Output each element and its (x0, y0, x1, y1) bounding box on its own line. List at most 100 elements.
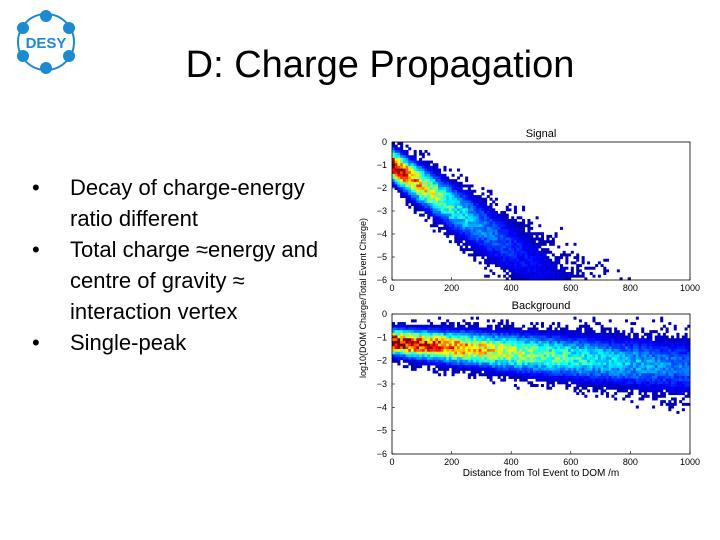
heatmap-cell (530, 362, 534, 366)
heatmap-cell (492, 335, 496, 339)
heatmap-cell (489, 234, 493, 238)
heatmap-cell (611, 359, 615, 363)
heatmap-cell (500, 245, 504, 249)
heatmap-cell (676, 359, 680, 363)
heatmap-cell (527, 274, 531, 278)
heatmap-cell (684, 394, 688, 398)
heatmap-cell (486, 367, 490, 371)
heatmap-cell (457, 168, 461, 172)
heatmap-cell (565, 346, 569, 350)
heatmap-cell (489, 346, 493, 350)
heatmap-cell (687, 394, 691, 398)
heatmap-cell (546, 365, 550, 369)
heatmap-cell (451, 322, 455, 326)
heatmap-cell (592, 370, 596, 374)
heatmap-cell (462, 224, 466, 228)
heatmap-cell (516, 386, 520, 390)
heatmap-cell (511, 332, 515, 336)
heatmap-cell (402, 184, 406, 188)
heatmap-cell (505, 322, 509, 326)
heatmap-cell (408, 338, 412, 342)
heatmap-cell (440, 213, 444, 217)
heatmap-cell (592, 338, 596, 342)
heatmap-cell (446, 338, 450, 342)
heatmap-cell (597, 373, 601, 377)
heatmap-cell (538, 354, 542, 358)
heatmap-cell (616, 343, 620, 347)
heatmap-cell (446, 357, 450, 361)
heatmap-cell (538, 378, 542, 382)
heatmap-cell (516, 250, 520, 254)
heatmap-cell (654, 351, 658, 355)
heatmap-cell (676, 392, 680, 396)
heatmap-cell (505, 253, 509, 257)
heatmap-cell (500, 242, 504, 246)
heatmap-cell (459, 226, 463, 230)
heatmap-cell (671, 338, 675, 342)
heatmap-cell (419, 157, 423, 161)
heatmap-cell (673, 378, 677, 382)
heatmap-cell (410, 187, 414, 191)
heatmap-cell (608, 351, 612, 355)
heatmap-cell (649, 351, 653, 355)
heatmap-cell (443, 213, 447, 217)
heatmap-cell (443, 192, 447, 196)
heatmap-cell (630, 338, 634, 342)
heatmap-cell (400, 176, 404, 180)
heatmap-cell (446, 335, 450, 339)
heatmap-cell (576, 330, 580, 334)
heatmap-cell (473, 327, 477, 331)
heatmap-cell (494, 216, 498, 220)
heatmap-cell (454, 187, 458, 191)
heatmap-cell (611, 346, 615, 350)
heatmap-cell (416, 346, 420, 350)
heatmap-cell (524, 346, 528, 350)
heatmap-cell (405, 359, 409, 363)
heatmap-cell (454, 229, 458, 233)
heatmap-cell (595, 357, 599, 361)
heatmap-cell (402, 346, 406, 350)
heatmap-cell (513, 332, 517, 336)
heatmap-cell (622, 389, 626, 393)
heatmap-cell (446, 327, 450, 331)
heatmap-cell (438, 221, 442, 225)
heatmap-cell (519, 359, 523, 363)
heatmap-cell (549, 332, 553, 336)
heatmap-cell (587, 378, 591, 382)
heatmap-cell (394, 349, 398, 352)
heatmap-cell (419, 187, 423, 191)
heatmap-cell (402, 187, 406, 191)
heatmap-cell (549, 365, 553, 369)
heatmap-cell (394, 343, 398, 347)
heatmap-cell (454, 357, 458, 361)
heatmap-cell (432, 338, 436, 342)
heatmap-cell (673, 351, 677, 355)
heatmap-cell (622, 362, 626, 366)
heatmap-cell (584, 338, 588, 342)
heatmap-cell (503, 211, 507, 214)
heatmap-cell (616, 269, 620, 273)
heatmap-cell (587, 389, 591, 393)
heatmap-cell (511, 234, 515, 238)
heatmap-cell (589, 357, 593, 361)
heatmap-cell (497, 218, 501, 222)
heatmap-cell (622, 370, 626, 374)
heatmap-cell (446, 349, 450, 352)
heatmap-cell (622, 346, 626, 350)
heatmap-cell (511, 351, 515, 355)
heatmap-cell (440, 221, 444, 225)
heatmap-cell (603, 381, 607, 385)
heatmap-cell (516, 256, 520, 260)
heatmap-cell (565, 378, 569, 382)
heatmap-cell (630, 362, 634, 366)
heatmap-cell (573, 351, 577, 355)
heatmap-cell (427, 332, 431, 336)
heatmap-cell (432, 216, 436, 220)
heatmap-cell (530, 226, 534, 230)
heatmap-cell (513, 349, 517, 352)
heatmap-cell (505, 242, 509, 246)
heatmap-cell (681, 346, 685, 350)
heatmap-cell (559, 351, 563, 355)
heatmap-cell (435, 163, 439, 167)
heatmap-cell (603, 370, 607, 374)
